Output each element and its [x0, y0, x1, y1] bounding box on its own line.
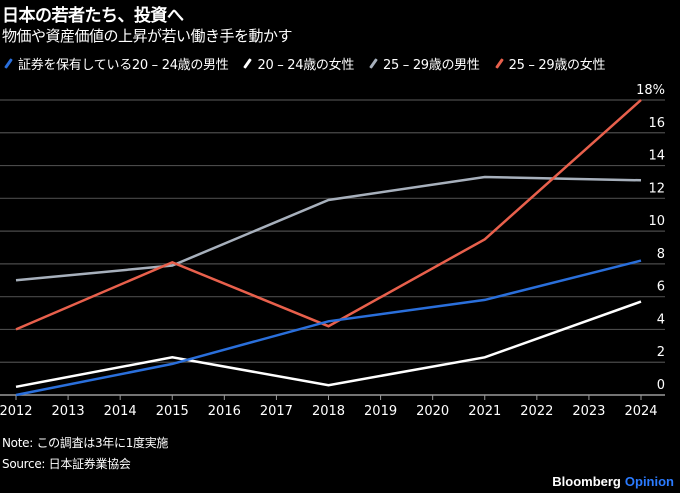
y-tick-label: 4 [657, 312, 665, 327]
y-axis-ticks: 0 2 4 6 8 10 12 14 16 18% [636, 83, 665, 393]
x-tick-label: 2018 [312, 404, 345, 419]
legend-item-male-25-29: 25 – 29歳の男性 [368, 54, 480, 73]
y-tick-label: 18% [636, 83, 665, 98]
y-tick-label: 0 [657, 378, 665, 393]
x-tick-label: 2024 [624, 404, 657, 419]
legend-item-female-25-29: 25 – 29歳の女性 [494, 54, 606, 73]
y-tick-label: 2 [657, 345, 665, 360]
chart-subtitle: 物価や資産価値の上昇が若い働き手を動かす [2, 27, 293, 45]
brand-sub: Opinion [624, 474, 674, 489]
x-tick-label: 2019 [364, 404, 397, 419]
legend: 証券を保有している20 – 24歳の男性 20 – 24歳の女性 25 – 29… [3, 54, 619, 73]
series-line-1 [15, 300, 642, 389]
legend-label: 証券を保有している20 – 24歳の男性 [18, 58, 229, 73]
x-axis: 2012 2013 2014 2015 2016 2017 2018 2019 2020 2021… [0, 395, 658, 419]
chart-title: 日本の若者たち、投資へ [2, 6, 184, 26]
series-line-3 [15, 99, 642, 331]
x-tick-label: 2020 [416, 404, 449, 419]
y-tick-label: 6 [657, 280, 665, 295]
x-tick-label: 2016 [208, 404, 241, 419]
source-text: Source: 日本証券業協会 [2, 457, 131, 471]
x-tick-label: 2017 [260, 404, 293, 419]
legend-swatch-icon [243, 58, 253, 69]
brand-main: Bloomberg [552, 474, 621, 489]
brand-logo: Bloomberg Opinion [552, 474, 674, 489]
x-tick-label: 2022 [520, 404, 553, 419]
y-tick-label: 12 [648, 181, 665, 196]
legend-label: 25 – 29歳の男性 [383, 58, 480, 73]
y-tick-label: 14 [648, 149, 665, 164]
legend-swatch-icon [4, 58, 13, 69]
series-line-2 [15, 175, 642, 282]
y-tick-label: 8 [657, 247, 665, 262]
legend-label: 25 – 29歳の女性 [508, 58, 606, 73]
x-tick-label: 2015 [156, 404, 189, 419]
x-tick-label: 2013 [52, 404, 85, 419]
y-tick-label: 10 [648, 214, 665, 229]
note-text: Note: この調査は3年に1度実施 [2, 436, 169, 450]
y-tick-label: 16 [648, 116, 665, 131]
legend-swatch-icon [494, 58, 504, 69]
series-line-0 [15, 259, 642, 397]
x-tick-label: 2021 [468, 404, 501, 419]
series-lines [15, 99, 642, 397]
legend-item-male-20-24: 証券を保有している20 – 24歳の男性 [3, 54, 229, 73]
x-tick-label: 2023 [572, 404, 605, 419]
x-tick-label: 2014 [104, 404, 137, 419]
x-tick-label: 2012 [0, 404, 33, 419]
legend-label: 20 – 24歳の女性 [257, 58, 355, 73]
legend-item-female-20-24: 20 – 24歳の女性 [242, 54, 354, 73]
gridlines [0, 99, 665, 396]
legend-swatch-icon [369, 58, 378, 69]
